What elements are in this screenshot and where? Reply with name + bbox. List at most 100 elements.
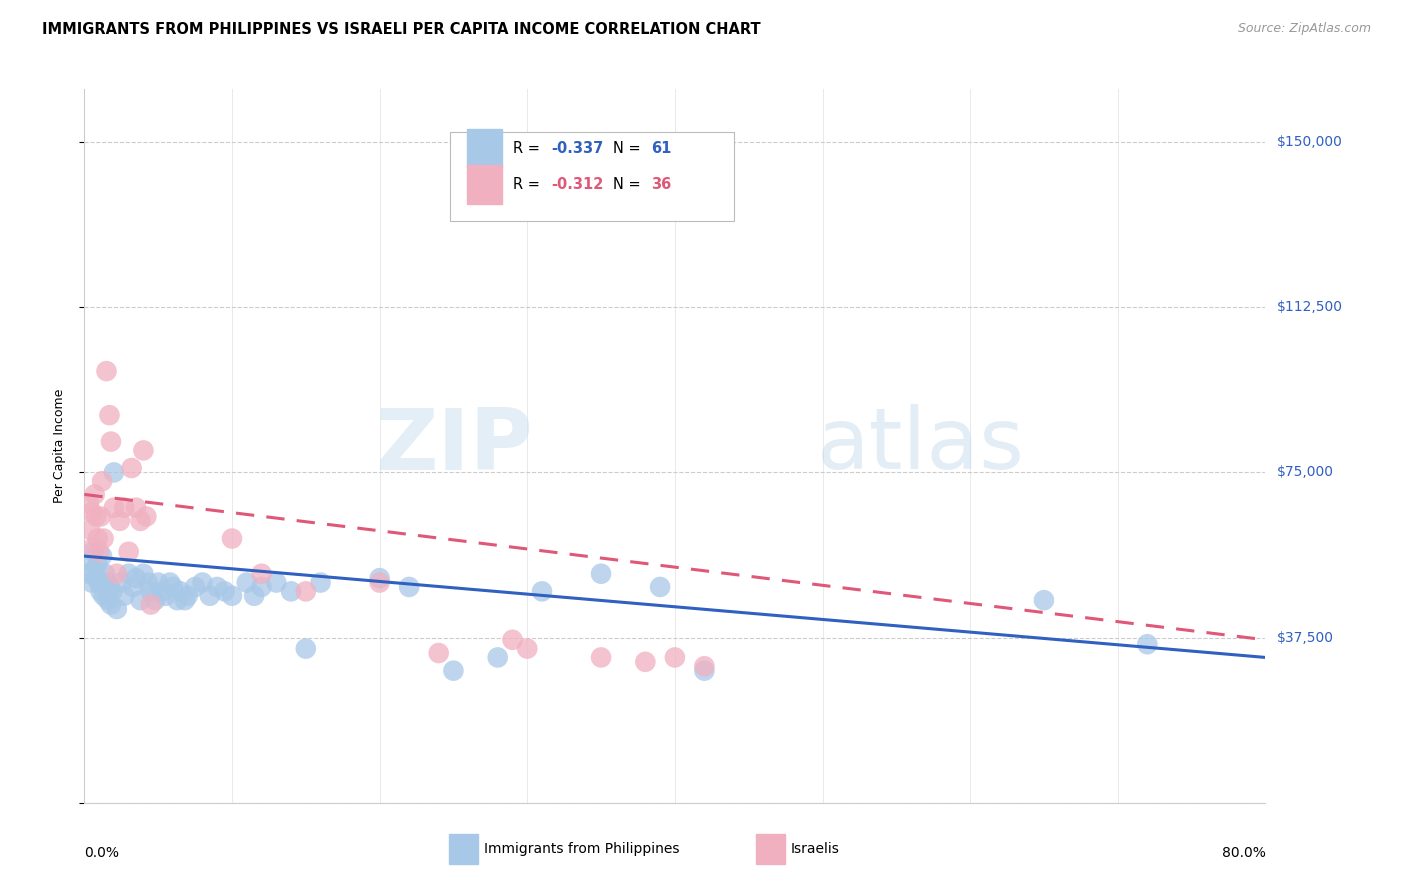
Point — [97, 593, 120, 607]
Point — [79, 553, 101, 567]
Point — [100, 434, 122, 449]
Point — [250, 580, 273, 594]
Point — [441, 664, 464, 678]
Point — [530, 584, 553, 599]
Point — [91, 549, 114, 563]
Point — [214, 584, 236, 599]
Point — [591, 566, 613, 581]
Point — [191, 575, 214, 590]
Point — [264, 575, 288, 590]
Point — [125, 500, 148, 515]
Point — [103, 500, 125, 515]
Point — [122, 580, 145, 594]
Point — [87, 575, 111, 590]
Point — [82, 541, 104, 555]
Point — [693, 659, 716, 673]
Point — [368, 571, 391, 585]
Point — [309, 575, 332, 590]
Point — [91, 475, 114, 489]
Point — [139, 598, 162, 612]
Point — [112, 589, 135, 603]
Point — [295, 641, 318, 656]
Text: Immigrants from Philippines: Immigrants from Philippines — [484, 842, 679, 856]
Point — [1136, 637, 1159, 651]
FancyBboxPatch shape — [467, 129, 502, 168]
Point — [101, 584, 124, 599]
Text: R =: R = — [513, 177, 544, 192]
FancyBboxPatch shape — [467, 165, 502, 203]
Point — [112, 500, 135, 515]
Text: IMMIGRANTS FROM PHILIPPINES VS ISRAELI PER CAPITA INCOME CORRELATION CHART: IMMIGRANTS FROM PHILIPPINES VS ISRAELI P… — [42, 22, 761, 37]
Point — [427, 646, 450, 660]
Text: 80.0%: 80.0% — [1222, 846, 1265, 860]
Point — [205, 580, 228, 594]
Point — [90, 509, 112, 524]
Point — [82, 545, 104, 559]
Point — [121, 461, 143, 475]
Point — [84, 509, 107, 524]
Point — [162, 580, 184, 594]
Point — [634, 655, 657, 669]
Text: 36: 36 — [651, 177, 672, 192]
Text: 61: 61 — [651, 141, 672, 156]
Point — [80, 505, 103, 519]
Text: N =: N = — [613, 141, 645, 156]
Y-axis label: Per Capita Income: Per Capita Income — [53, 389, 66, 503]
FancyBboxPatch shape — [450, 834, 478, 864]
Text: 0.0%: 0.0% — [84, 846, 120, 860]
Point — [143, 593, 166, 607]
Point — [132, 566, 155, 581]
Text: -0.337: -0.337 — [551, 141, 603, 156]
Point — [501, 632, 523, 647]
Point — [96, 364, 118, 378]
Text: $37,500: $37,500 — [1277, 631, 1333, 645]
Point — [693, 664, 716, 678]
Text: R =: R = — [513, 141, 544, 156]
Point — [84, 571, 107, 585]
Text: $150,000: $150,000 — [1277, 135, 1343, 149]
Point — [105, 602, 128, 616]
Point — [243, 589, 266, 603]
Point — [516, 641, 538, 656]
Point — [664, 650, 686, 665]
Point — [80, 575, 103, 590]
Text: Source: ZipAtlas.com: Source: ZipAtlas.com — [1237, 22, 1371, 36]
Point — [295, 584, 318, 599]
Point — [129, 514, 152, 528]
Point — [79, 523, 101, 537]
Point — [198, 589, 221, 603]
Point — [87, 545, 111, 559]
Point — [98, 580, 121, 594]
Point — [108, 514, 131, 528]
Point — [103, 466, 125, 480]
Point — [486, 650, 509, 665]
Point — [159, 575, 181, 590]
Text: -0.312: -0.312 — [551, 177, 603, 192]
Text: $112,500: $112,500 — [1277, 301, 1343, 314]
Point — [135, 509, 157, 524]
Point — [155, 589, 177, 603]
Point — [368, 575, 391, 590]
Point — [129, 593, 152, 607]
Point — [83, 487, 105, 501]
Point — [83, 562, 105, 576]
Text: $75,000: $75,000 — [1277, 466, 1333, 479]
Text: Israelis: Israelis — [790, 842, 839, 856]
Point — [152, 584, 174, 599]
Point — [86, 532, 108, 546]
Point — [148, 575, 170, 590]
Point — [96, 575, 118, 590]
Point — [221, 589, 243, 603]
Point — [86, 558, 108, 572]
Point — [100, 598, 122, 612]
Point — [591, 650, 613, 665]
Point — [98, 408, 121, 422]
Point — [173, 593, 195, 607]
Text: atlas: atlas — [817, 404, 1025, 488]
Point — [93, 589, 115, 603]
Point — [221, 532, 243, 546]
Point — [77, 566, 100, 581]
Text: N =: N = — [613, 177, 645, 192]
Point — [169, 584, 191, 599]
FancyBboxPatch shape — [450, 132, 734, 221]
